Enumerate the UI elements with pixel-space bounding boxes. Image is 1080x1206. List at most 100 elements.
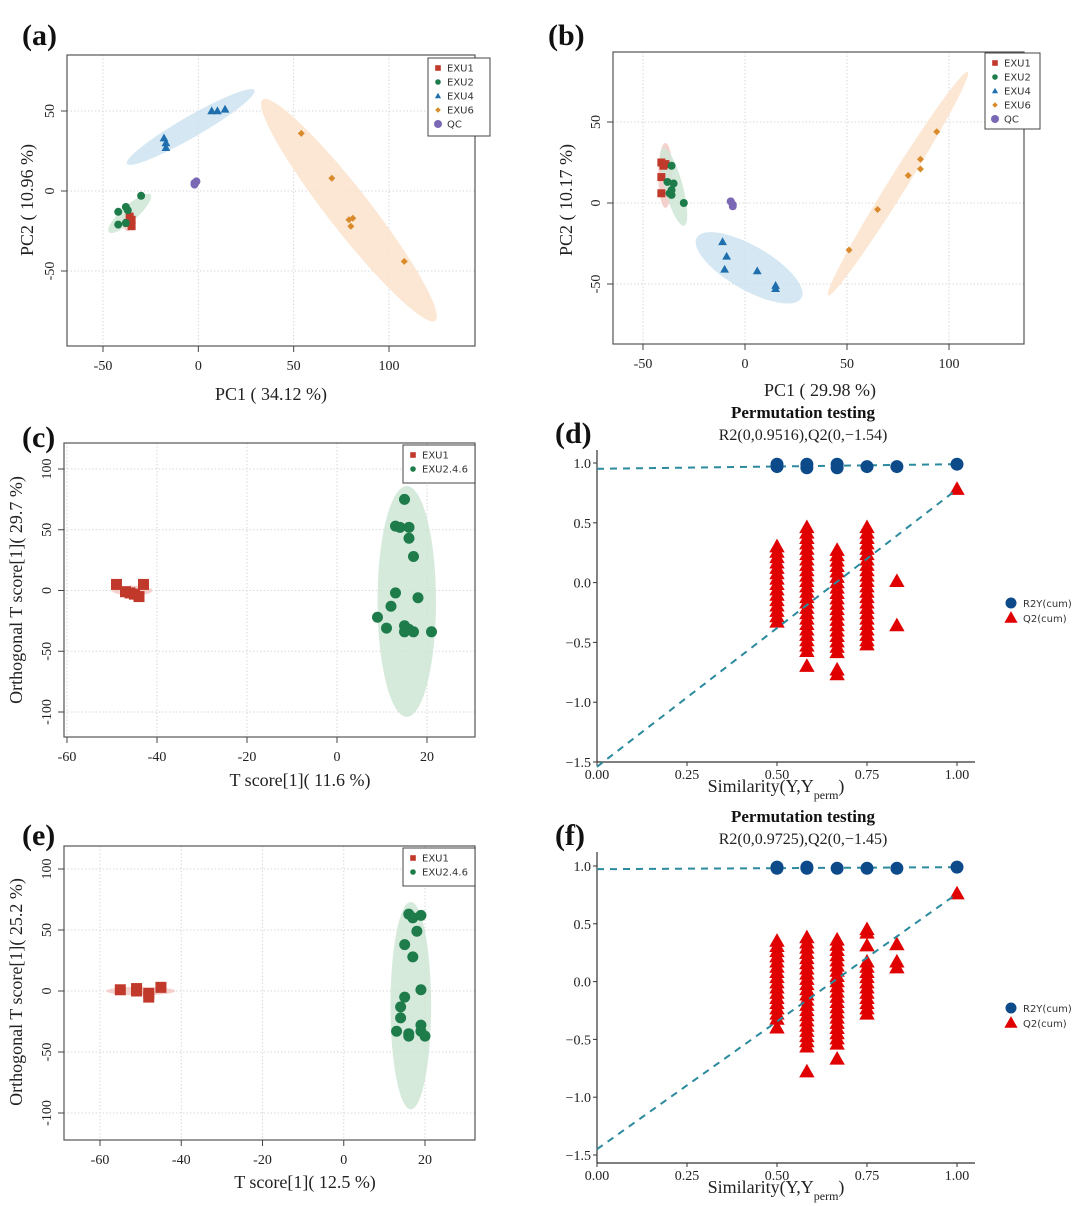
legend-label: QC — [447, 120, 462, 131]
legend: R2Y(cum) Q2(cum) — [1004, 1002, 1072, 1030]
y-tick-label: −0.5 — [566, 636, 591, 651]
chart-panel-c: (c) -60 -40 -20 0 20 -100 -50 0 50 100 T score[1]( … — [6, 421, 476, 791]
x-axis-label: PC1 ( 29.98 %) — [764, 380, 876, 401]
panel-label: (e) — [22, 819, 55, 852]
legend-label: R2Y(cum) — [1023, 1004, 1072, 1015]
data-point-r2y — [950, 860, 964, 874]
data-point-r2y — [800, 461, 814, 475]
y-tick-label: 50 — [40, 523, 55, 537]
data-point-q2 — [769, 614, 785, 628]
y-tick-label: −1.0 — [566, 1091, 591, 1106]
data-point-q2 — [829, 666, 845, 681]
legend-label: Q2(cum) — [1023, 614, 1067, 625]
legend-label: EXU1 — [447, 64, 474, 75]
legend-marker-qc — [434, 120, 442, 128]
y-tick-label: 50 — [589, 115, 604, 129]
plot-frame — [66, 54, 476, 347]
data-point-exu246 — [381, 622, 392, 634]
data-point-r2y — [950, 457, 964, 471]
ellipses — [112, 486, 436, 717]
legend-marker-exu4 — [434, 92, 442, 99]
legend-marker-exu1 — [435, 65, 441, 71]
data-point-q2 — [859, 921, 875, 936]
y-axis-label: Orthogonal T score[1]( 25.2 %) — [6, 878, 27, 1106]
legend-marker-exu6 — [435, 107, 441, 113]
chart-subtitle: R2(0,0.9725),Q2(0,−1.45) — [719, 831, 888, 848]
legend-label: EXU4 — [447, 92, 474, 103]
data-point-exu246 — [426, 626, 437, 638]
x-tick-label: 20 — [418, 1153, 432, 1168]
y-tick-label: 0 — [43, 188, 58, 195]
data-point-exu6 — [328, 174, 336, 182]
regression-line — [596, 488, 958, 768]
data-point-exu1 — [138, 578, 149, 590]
data-point-exu1 — [659, 161, 668, 170]
legend: EXU1 EXU2 EXU4 EXU6 QC — [427, 57, 491, 137]
data-point-exu1 — [657, 173, 666, 182]
x-tick-label: 0.50 — [765, 768, 790, 783]
data-point-exu1 — [131, 983, 143, 995]
x-tick-label: 0.75 — [855, 1169, 880, 1184]
y-tick-label: 0.5 — [574, 517, 592, 532]
data-point-r2y — [890, 460, 904, 474]
legend-marker-exu4 — [991, 87, 999, 94]
points — [657, 128, 941, 293]
y-tick-label: −1.5 — [566, 1149, 591, 1164]
data-point-exu1 — [143, 991, 155, 1003]
q2-points — [769, 885, 965, 1078]
confidence-ellipse-exu4 — [126, 89, 255, 165]
x-axis-label-subscript: perm — [814, 1189, 839, 1203]
legend: EXU1 EXU2 EXU4 EXU6 QC — [984, 52, 1041, 130]
chart-panel-e: (e) -60 -40 -20 0 20 -100 -50 0 50 100 T score[1]( … — [6, 819, 476, 1193]
data-point-exu1 — [657, 189, 666, 198]
y-tick-label: 50 — [40, 923, 55, 937]
data-point-exu2 — [123, 206, 132, 215]
legend-label: EXU2.4.6 — [422, 868, 468, 879]
data-point-exu6 — [904, 171, 912, 179]
panel-label: (a) — [22, 19, 57, 52]
data-point-qc — [190, 180, 199, 189]
data-point-exu4 — [722, 251, 732, 260]
x-axis-label: PC1 ( 34.12 %) — [215, 384, 327, 405]
x-tick-label: 0.25 — [675, 768, 700, 783]
data-point-r2y — [770, 460, 784, 474]
data-point-exu2 — [667, 190, 676, 199]
points — [111, 493, 437, 638]
y-tick-label: 100 — [40, 859, 55, 880]
data-point-exu246 — [390, 587, 401, 599]
data-point-q2 — [859, 937, 875, 952]
data-point-exu1 — [111, 578, 122, 590]
panel-label: (b) — [548, 19, 585, 52]
legend-box — [402, 847, 476, 887]
x-tick-label: 100 — [379, 359, 400, 374]
q2-points — [769, 481, 965, 681]
data-point-exu246 — [415, 984, 427, 996]
x-tick-label: -40 — [148, 750, 167, 765]
data-point-q2 — [949, 885, 965, 900]
y-tick-label: -100 — [40, 1100, 55, 1126]
data-point-r2y — [830, 461, 844, 475]
data-point-exu1 — [125, 217, 134, 226]
legend-label: EXU1 — [422, 451, 449, 462]
data-point-q2 — [859, 636, 875, 651]
y-axis-label: PC2 ( 10.17 %) — [556, 144, 577, 256]
y-tick-label: −0.5 — [566, 1033, 591, 1048]
data-point-exu246 — [412, 592, 424, 604]
x-tick-label: 1.00 — [945, 768, 970, 783]
data-point-q2 — [799, 658, 815, 672]
x-axis-label-main: Similarity(Y,Y — [708, 776, 814, 797]
x-tick-label: 0.75 — [855, 768, 880, 783]
data-point-exu246 — [395, 1001, 407, 1013]
r2-points — [770, 860, 964, 875]
legend-marker-exu2 — [435, 79, 441, 85]
y-axis-label: PC2 ( 10.96 %) — [17, 144, 38, 256]
data-point-exu6 — [297, 129, 305, 137]
data-point-r2y — [770, 861, 784, 875]
x-axis-label: Similarity(Y,Yperm) — [708, 776, 845, 802]
legend-label: Q2(cum) — [1023, 1019, 1067, 1030]
confidence-ellipse-exu6 — [827, 71, 969, 296]
y-tick-label: 0.0 — [574, 976, 592, 991]
legend-label: R2Y(cum) — [1023, 599, 1072, 610]
data-point-exu6 — [874, 205, 882, 213]
